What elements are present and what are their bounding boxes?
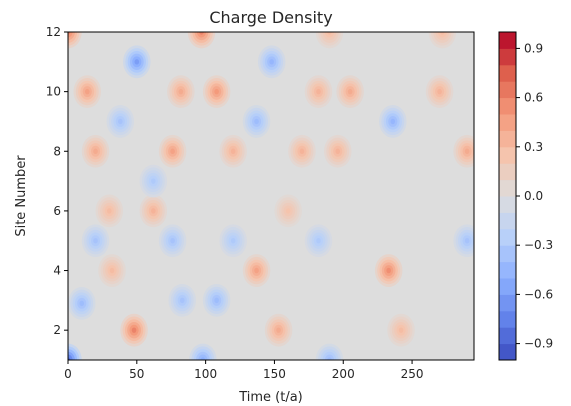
x-axis-label: Time (t/a) — [238, 390, 303, 405]
heatmap-cell — [158, 224, 187, 258]
colorbar-band — [499, 261, 516, 279]
heatmap-cell — [242, 254, 271, 287]
heatmap-cell — [315, 343, 344, 360]
x-tick-label: 0 — [64, 367, 72, 381]
heatmap-cell — [202, 283, 231, 317]
heatmap-cell — [168, 283, 196, 317]
y-tick-label: 2 — [53, 323, 61, 337]
colorbar-band — [499, 327, 516, 345]
heatmap-cell — [81, 134, 110, 168]
colorbar-band — [499, 196, 516, 213]
heatmap-cell — [202, 75, 231, 109]
heatmap-cell — [264, 313, 293, 347]
heatmap-cell — [425, 75, 454, 109]
heatmap-cell — [120, 313, 148, 347]
heatmap-cell — [106, 105, 135, 138]
heatmap-cell — [274, 194, 302, 228]
heatmap-cell — [68, 343, 82, 360]
chart-title: Charge Density — [209, 8, 332, 27]
heatmap-cell — [304, 75, 333, 109]
y-tick-label: 10 — [46, 85, 61, 99]
colorbar-band — [499, 32, 516, 49]
x-axis: 0 50 100 150 200 250 — [64, 360, 424, 381]
colorbar-band — [499, 179, 516, 197]
colorbar-band — [499, 245, 516, 263]
colorbar-tick-label: 0.3 — [524, 140, 543, 154]
heatmap-cell — [387, 313, 415, 347]
colorbar-band — [499, 212, 516, 230]
heatmap-cell — [315, 32, 344, 49]
colorbar — [498, 31, 517, 361]
colorbar-band — [499, 97, 516, 115]
heatmap-cell — [453, 224, 474, 258]
y-tick-label: 12 — [46, 25, 61, 39]
heatmap-cell — [304, 224, 333, 258]
heatmap-cell — [98, 254, 126, 287]
colorbar-band — [499, 163, 516, 181]
x-tick-label: 250 — [401, 367, 424, 381]
y-axis: 2 4 6 8 10 12 — [46, 25, 68, 337]
heatmap-cell — [95, 194, 124, 228]
heatmap-cell — [374, 254, 403, 287]
colorbar-tick-label: 0.6 — [524, 91, 543, 105]
heatmap-cell — [139, 164, 168, 198]
colorbar-band — [499, 130, 516, 148]
heatmap-cell — [81, 224, 110, 258]
colorbar-band — [499, 81, 516, 99]
heatmap-cell — [158, 134, 187, 168]
y-axis-label: Site Number — [14, 155, 29, 237]
x-tick-label: 100 — [194, 367, 217, 381]
heatmap-cell — [453, 134, 474, 168]
heatmap-cell — [219, 224, 247, 258]
heatmap-background — [68, 32, 474, 360]
plot-area — [68, 32, 474, 360]
heatmap-cell — [336, 75, 364, 109]
heatmap-cell — [139, 194, 168, 228]
colorbar-band — [499, 64, 516, 82]
heatmap-cell — [68, 32, 82, 49]
colorbar-band — [499, 228, 516, 246]
x-tick-label: 50 — [129, 367, 144, 381]
y-tick-label: 6 — [53, 204, 61, 218]
plot-frame — [67, 31, 475, 361]
colorbar-tick-label: 0.9 — [524, 41, 543, 55]
y-tick-label: 8 — [53, 144, 61, 158]
x-tick-label: 150 — [263, 367, 286, 381]
colorbar-band — [499, 343, 516, 361]
heatmap-cell — [167, 75, 195, 109]
heatmap-cell — [257, 45, 286, 79]
colorbar-band — [499, 294, 516, 312]
colorbar-tick-label: 0.0 — [524, 189, 543, 203]
colorbar-tick-label: −0.6 — [524, 287, 553, 301]
heatmap-cell — [323, 134, 352, 168]
heatmap-cell — [288, 134, 316, 168]
colorbar-band — [499, 114, 516, 131]
colorbar-band — [499, 48, 516, 66]
y-tick-label: 4 — [53, 264, 61, 278]
heatmap-cell — [379, 105, 407, 138]
heatmap-cell — [123, 45, 151, 79]
colorbar-tick-label: −0.3 — [524, 238, 553, 252]
colorbar-band — [499, 278, 516, 295]
colorbar-axis: 0.9 0.6 0.3 0.0 −0.3 −0.6 −0.9 — [516, 41, 553, 351]
colorbar-band — [499, 310, 516, 328]
heatmap-cell — [242, 105, 271, 138]
colorbar-tick-label: −0.9 — [524, 337, 553, 351]
heatmap-cell — [187, 32, 216, 49]
heatmap-cell — [189, 343, 217, 360]
x-tick-label: 200 — [332, 367, 355, 381]
heatmap-cell — [68, 286, 96, 320]
colorbar-band — [499, 146, 516, 164]
heatmap-cell — [219, 134, 247, 168]
heatmap-cell — [73, 75, 102, 109]
heatmap-cell — [428, 32, 457, 49]
